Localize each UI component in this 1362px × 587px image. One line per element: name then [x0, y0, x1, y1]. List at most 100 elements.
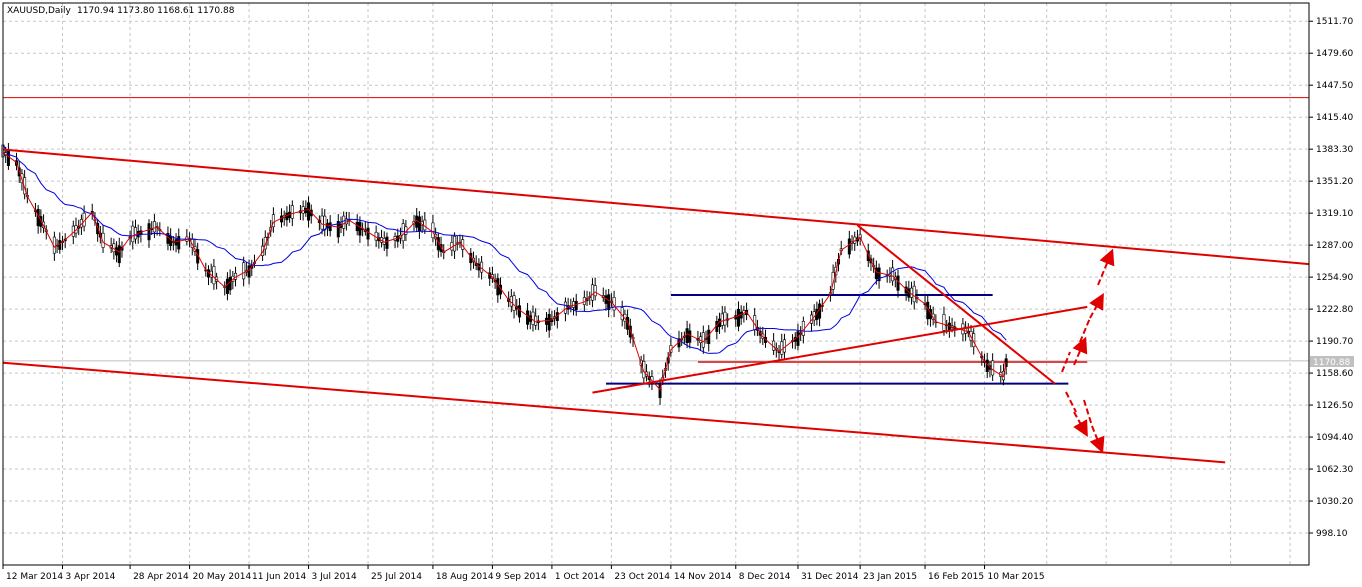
y-tick-label: 1094.40	[1316, 433, 1353, 443]
price-marker-label: 1170.88	[1313, 358, 1350, 368]
candle-body	[101, 232, 105, 248]
projection-arrow	[1089, 425, 1105, 454]
projection-arrow	[1089, 293, 1104, 319]
candle-body	[969, 330, 973, 341]
candle-body	[688, 330, 692, 343]
projection-arrow	[1073, 411, 1088, 437]
y-tick-label: 1030.20	[1316, 497, 1353, 507]
candle-body	[891, 267, 895, 282]
y-tick-label: 1351.20	[1316, 177, 1353, 187]
candle-body	[593, 285, 597, 297]
ma-slow-line	[2, 144, 1007, 354]
candle-body	[290, 205, 294, 219]
channel-upper-line	[2, 148, 1310, 266]
candle-body	[212, 266, 216, 285]
y-tick-label: 1222.80	[1316, 305, 1353, 315]
x-tick-label: 23 Oct 2014	[614, 572, 670, 582]
candle-body	[225, 278, 229, 294]
projection-arrow	[1097, 248, 1115, 286]
price-axis: 998.10 1030.20 1062.30 1094.40 1126.50 1158.6…	[1309, 17, 1353, 539]
candle-body	[866, 250, 870, 262]
candle-body	[658, 384, 662, 398]
projection-arrow	[1079, 317, 1091, 343]
candle-body	[453, 236, 457, 252]
candle-body	[782, 339, 786, 353]
candle-body	[912, 285, 916, 303]
candle-body	[512, 295, 516, 311]
time-axis: 12 Mar 2014 3 Apr 2014 28 Apr 2014 20 May 2…	[2, 565, 1045, 582]
candle-body	[228, 276, 232, 291]
x-tick-label: 12 Mar 2014	[6, 572, 63, 582]
candle-body	[847, 238, 851, 255]
x-tick-label: 20 May 2014	[193, 572, 252, 582]
candle-body	[417, 216, 421, 232]
candle-body	[147, 223, 151, 241]
candle-body	[323, 215, 327, 231]
x-tick-label: 8 Dec 2014	[739, 572, 791, 582]
x-tick-label: 28 Apr 2014	[133, 572, 189, 582]
candle-body	[942, 314, 946, 331]
candle-body	[242, 262, 246, 280]
plot-frame	[2, 2, 1310, 566]
candle-body	[796, 331, 800, 346]
candle-body	[896, 275, 900, 291]
x-tick-label: 31 Dec 2014	[801, 572, 859, 582]
candle-body	[271, 214, 275, 228]
candle-body	[39, 216, 43, 227]
candle-body	[563, 301, 567, 314]
candle-body	[547, 313, 551, 331]
candle-body	[701, 332, 705, 348]
candle-body	[496, 278, 500, 296]
candle-body	[431, 222, 435, 239]
x-tick-label: 23 Jan 2015	[863, 572, 917, 582]
candle-body	[358, 221, 362, 236]
candle-body	[336, 221, 340, 238]
x-tick-label: 11 Jun 2014	[252, 572, 306, 582]
candle-body	[177, 236, 181, 250]
y-tick-label: 1447.50	[1316, 81, 1353, 91]
candle-body	[526, 310, 530, 325]
x-tick-label: 3 Jul 2014	[312, 572, 357, 582]
moving-average-slow	[2, 144, 1007, 354]
chart-grid	[3, 3, 1309, 565]
candle-body	[307, 202, 311, 221]
x-tick-label: 10 Mar 2015	[988, 572, 1045, 582]
y-tick-label: 1190.70	[1316, 337, 1353, 347]
candle-body	[366, 227, 370, 240]
candle-body	[117, 245, 121, 264]
y-tick-label: 1511.70	[1316, 17, 1353, 27]
projection-arrow	[1083, 399, 1093, 427]
projection-arrow	[1061, 351, 1071, 373]
x-tick-label: 1 Oct 2014	[555, 572, 605, 582]
y-tick-label: 1126.50	[1316, 401, 1353, 411]
y-tick-label: 1479.60	[1316, 49, 1353, 59]
projection-arrow	[1065, 391, 1077, 413]
candle-body	[780, 341, 784, 355]
x-tick-label: 9 Sep 2014	[495, 572, 547, 582]
y-tick-label: 1158.60	[1316, 369, 1353, 379]
candle-body	[831, 272, 835, 290]
candle-body	[385, 236, 389, 249]
chart-symbol: XAUUSD,Daily	[7, 6, 71, 16]
price-marker-box	[1310, 356, 1354, 367]
y-tick-label: 998.10	[1316, 529, 1348, 539]
candle-body	[23, 177, 27, 195]
candle-body	[301, 206, 305, 214]
price-candles	[1, 139, 1008, 405]
candle-body	[574, 300, 578, 311]
candle-body	[736, 308, 740, 327]
candle-body	[685, 328, 689, 343]
y-tick-label: 1062.30	[1316, 465, 1353, 475]
candle-body	[247, 265, 251, 278]
x-tick-label: 18 Aug 2014	[436, 572, 494, 582]
trend-lines	[2, 148, 1310, 464]
candle-body	[877, 267, 881, 282]
x-tick-label: 16 Feb 2015	[928, 572, 984, 582]
projection-arrow	[1072, 336, 1088, 366]
candle-body	[174, 239, 178, 246]
support-trend-line	[592, 305, 1088, 394]
candle-body	[328, 222, 332, 232]
y-tick-label: 1415.40	[1316, 113, 1353, 123]
